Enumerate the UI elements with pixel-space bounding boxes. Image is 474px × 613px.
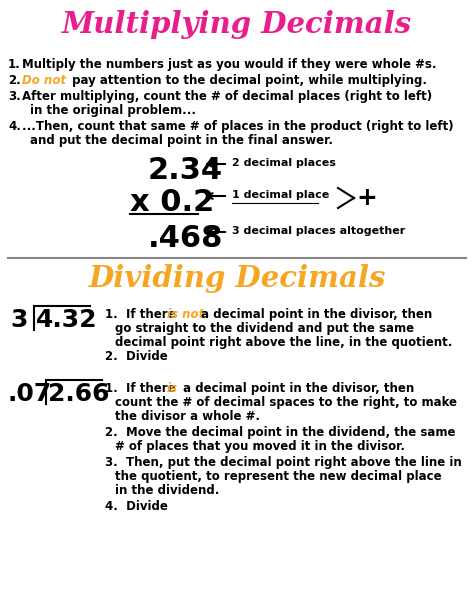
Text: decimal point right above the line, in the quotient.: decimal point right above the line, in t…: [115, 336, 452, 349]
Text: 3 decimal places altogether: 3 decimal places altogether: [232, 226, 405, 236]
Text: .468: .468: [148, 224, 223, 253]
Text: 4.  Divide: 4. Divide: [105, 500, 168, 513]
Text: a decimal point in the divisor, then: a decimal point in the divisor, then: [179, 382, 414, 395]
Text: a decimal point in the divisor, then: a decimal point in the divisor, then: [197, 308, 432, 321]
Text: 3.  Then, put the decimal point right above the line in: 3. Then, put the decimal point right abo…: [105, 456, 462, 469]
Text: 3.: 3.: [8, 90, 21, 103]
Text: the quotient, to represent the new decimal place: the quotient, to represent the new decim…: [115, 470, 442, 483]
Text: Dividing Decimals: Dividing Decimals: [88, 264, 386, 293]
Text: 2 decimal places: 2 decimal places: [232, 158, 336, 168]
Text: 4.: 4.: [8, 120, 21, 133]
Text: x 0.2: x 0.2: [130, 188, 214, 217]
Text: go straight to the dividend and put the same: go straight to the dividend and put the …: [115, 322, 414, 335]
Text: Multiply the numbers just as you would if they were whole #s.: Multiply the numbers just as you would i…: [22, 58, 437, 71]
Text: 4.32: 4.32: [36, 308, 98, 332]
Text: pay attention to the decimal point, while multiplying.: pay attention to the decimal point, whil…: [68, 74, 427, 87]
Text: 2.  Divide: 2. Divide: [105, 350, 168, 363]
Text: 2.66: 2.66: [48, 382, 109, 406]
Text: # of places that you moved it in the divisor.: # of places that you moved it in the div…: [115, 440, 405, 453]
Text: 2.  Move the decimal point in the dividend, the same: 2. Move the decimal point in the dividen…: [105, 426, 456, 439]
Text: +: +: [356, 186, 377, 210]
Text: 3: 3: [10, 308, 27, 332]
Text: is: is: [167, 382, 178, 395]
Text: and put the decimal point in the final answer.: and put the decimal point in the final a…: [30, 134, 333, 147]
Text: After multiplying, count the # of decimal places (right to left): After multiplying, count the # of decima…: [22, 90, 432, 103]
Text: the divisor a whole #.: the divisor a whole #.: [115, 410, 260, 423]
Text: 1.  If there: 1. If there: [105, 308, 180, 321]
Text: count the # of decimal spaces to the right, to make: count the # of decimal spaces to the rig…: [115, 396, 457, 409]
Text: in the original problem...: in the original problem...: [30, 104, 196, 117]
Text: 1.  If there: 1. If there: [105, 382, 180, 395]
Text: .07: .07: [8, 382, 52, 406]
Text: 1.: 1.: [8, 58, 21, 71]
Text: 2.: 2.: [8, 74, 21, 87]
Text: in the dividend.: in the dividend.: [115, 484, 219, 497]
Text: Multiplying Decimals: Multiplying Decimals: [62, 10, 412, 39]
Text: 1 decimal place: 1 decimal place: [232, 190, 329, 200]
Text: is not: is not: [167, 308, 204, 321]
Text: ...Then, count that same # of places in the product (right to left): ...Then, count that same # of places in …: [22, 120, 454, 133]
Text: 2.34: 2.34: [148, 156, 223, 185]
Text: Do not: Do not: [22, 74, 66, 87]
